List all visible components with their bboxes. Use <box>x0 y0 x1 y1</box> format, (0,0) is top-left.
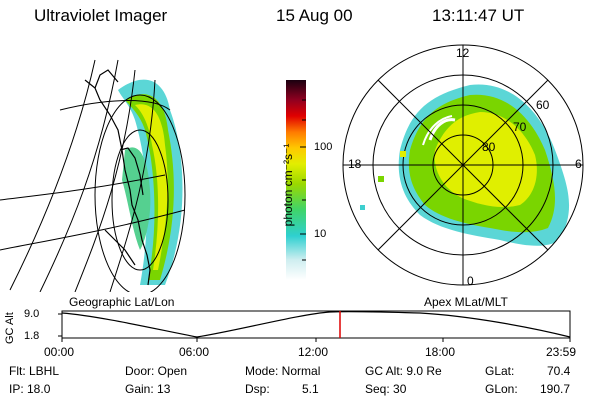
altitude-ytick-9: 9.0 <box>24 308 40 320</box>
info-gcalt: GC Alt: 9.0 Re <box>365 364 442 378</box>
info-gain: Gain: 13 <box>125 382 171 396</box>
altitude-ytick-1-8: 1.8 <box>24 330 40 342</box>
date-label: 15 Aug 00 <box>276 6 353 25</box>
info-glon-value: 190.7 <box>540 382 571 396</box>
coastline <box>84 79 151 286</box>
altitude-xtick-1200: 12:00 <box>298 345 329 359</box>
info-seq: Seq: 30 <box>365 382 407 396</box>
lat-label-80: 80 <box>482 140 496 154</box>
info-dsp: Dsp: <box>245 382 270 396</box>
info-dsp-value: 5.1 <box>302 382 319 396</box>
mlt-label-12: 12 <box>456 46 470 60</box>
instrument-title: Ultraviolet Imager <box>34 6 168 25</box>
altitude-xtick-0600: 06:00 <box>179 345 210 359</box>
mlt-label-0: 0 <box>467 274 474 288</box>
altitude-curve <box>61 310 571 338</box>
colorbar-ticks <box>300 99 306 261</box>
altitude-xtick-1800: 18:00 <box>425 345 456 359</box>
lat-label-70: 70 <box>513 120 527 134</box>
altitude-plot <box>58 310 571 342</box>
polar-aurora-core <box>434 112 537 208</box>
geographic-image <box>0 59 186 292</box>
mlt-label-6: 6 <box>575 157 582 171</box>
colorbar <box>286 80 306 280</box>
altitude-xtick-2359: 23:59 <box>546 345 577 359</box>
altitude-xtick-0000: 00:00 <box>44 345 75 359</box>
info-flt: Flt: LBHL <box>9 364 60 378</box>
right-panel-label: Apex MLat/MLT <box>424 295 508 309</box>
altitude-ylabel: GC Alt <box>4 312 16 344</box>
info-glat-value: 70.4 <box>547 364 571 378</box>
info-glat-label: GLat: <box>485 364 515 378</box>
aurora-oval-core <box>135 104 168 270</box>
colorbar-unit-label: photon cm⁻²s⁻¹ <box>281 143 295 227</box>
info-ip: IP: 18.0 <box>9 382 51 396</box>
colorbar-tick-10: 10 <box>314 228 327 240</box>
mlt-label-18: 18 <box>348 157 362 171</box>
time-label: 13:11:47 UT <box>432 6 525 25</box>
info-glon-label: GLon: <box>485 382 518 396</box>
info-door: Door: Open <box>125 364 188 378</box>
polar-image <box>342 44 584 286</box>
lat-label-60: 60 <box>536 98 550 112</box>
info-mode: Mode: Normal <box>245 364 321 378</box>
left-panel-label: Geographic Lat/Lon <box>69 295 175 309</box>
colorbar-tick-100: 100 <box>314 141 333 153</box>
